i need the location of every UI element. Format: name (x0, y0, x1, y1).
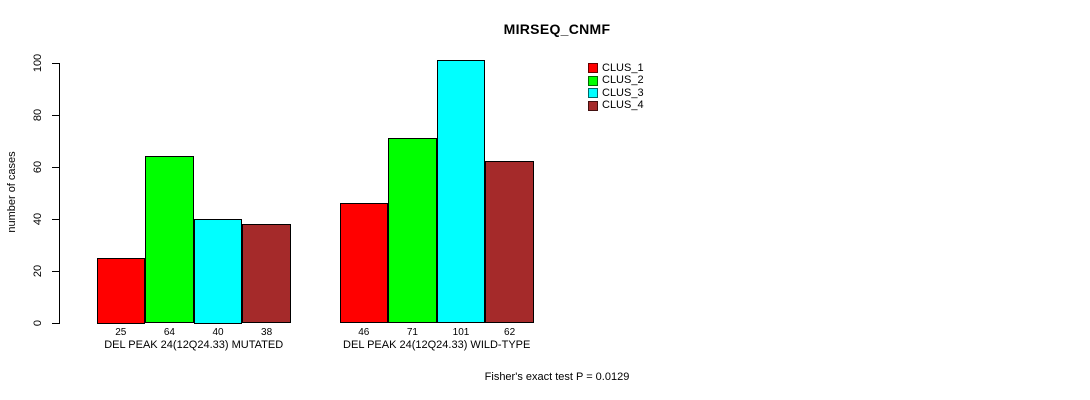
bar-value-label: 38 (261, 327, 273, 338)
legend-swatch-CLUS_2 (588, 75, 598, 86)
category-label: DEL PEAK 24(12Q24.33) WILD-TYPE (343, 339, 531, 351)
legend-entry: CLUS_3 (588, 87, 644, 100)
y-axis-tick (52, 270, 59, 272)
legend-swatch-CLUS_3 (588, 88, 598, 99)
bar-CLUS_4-group1 (242, 223, 291, 324)
bar-CLUS_1-group2 (339, 202, 389, 324)
legend-entry-label: CLUS_1 (602, 61, 644, 74)
bar-CLUS_1-group1 (96, 257, 146, 324)
y-axis-tick (52, 114, 59, 116)
bar-value-label: 46 (358, 327, 370, 338)
bar-value-label: 71 (406, 327, 418, 338)
legend-entry: CLUS_2 (588, 75, 644, 88)
y-axis-tick (52, 218, 59, 220)
legend-entry: CLUS_4 (588, 100, 644, 113)
bar-CLUS_3-group1 (193, 218, 243, 324)
legend-entry-label: CLUS_3 (602, 86, 644, 99)
legend: CLUS_1 CLUS_2 CLUS_3 CLUS_4 (588, 62, 644, 112)
y-axis-tick-label: 80 (32, 108, 44, 122)
legend-swatch-CLUS_1 (588, 63, 598, 74)
y-axis-tick-label: 20 (32, 264, 44, 278)
y-axis-tick (52, 62, 59, 64)
y-axis-tick-label: 100 (32, 53, 44, 73)
y-axis-tick (52, 166, 59, 168)
y-axis-line (59, 62, 60, 324)
bar-value-label: 64 (163, 327, 175, 338)
bar-value-label: 62 (504, 327, 516, 338)
bar-value-label: 25 (115, 327, 127, 338)
legend-swatch-CLUS_4 (588, 100, 598, 111)
bar-value-label: 101 (452, 327, 470, 338)
legend-entry: CLUS_1 (588, 62, 644, 75)
category-label: DEL PEAK 24(12Q24.33) MUTATED (104, 339, 284, 351)
bar-CLUS_2-group2 (388, 137, 437, 324)
bar-CLUS_4-group2 (485, 161, 534, 324)
y-axis-tick-label: 60 (32, 160, 44, 174)
y-axis-tick (52, 322, 59, 324)
bar-CLUS_2-group1 (145, 156, 194, 324)
chart-title: MIRSEQ_CNMF (503, 21, 611, 37)
y-axis-tick-label: 40 (32, 212, 44, 226)
legend-entry-label: CLUS_2 (602, 74, 644, 87)
y-axis-tick-label: 0 (32, 319, 44, 327)
bar-value-label: 40 (212, 327, 224, 338)
legend-entry-label: CLUS_4 (602, 99, 644, 112)
annotation-fishers-test: Fisher's exact test P = 0.0129 (484, 371, 630, 383)
bar-CLUS_3-group2 (436, 59, 486, 324)
